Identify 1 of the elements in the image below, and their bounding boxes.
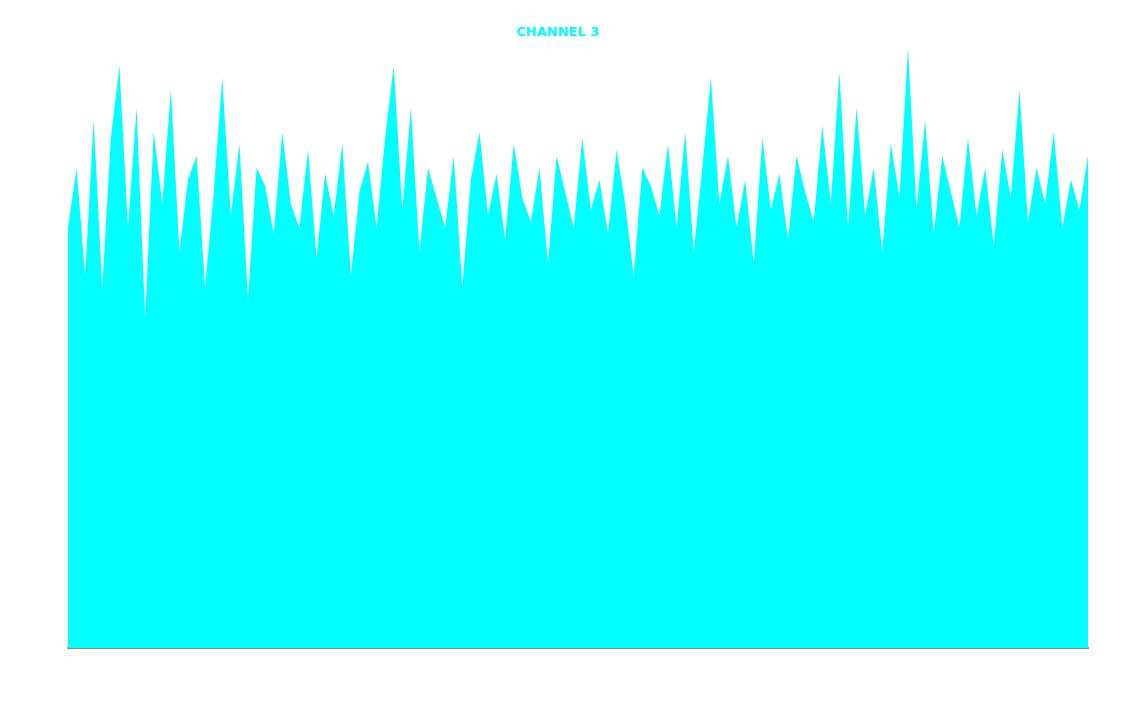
chart-title: CHANNEL 3 [516, 24, 600, 39]
